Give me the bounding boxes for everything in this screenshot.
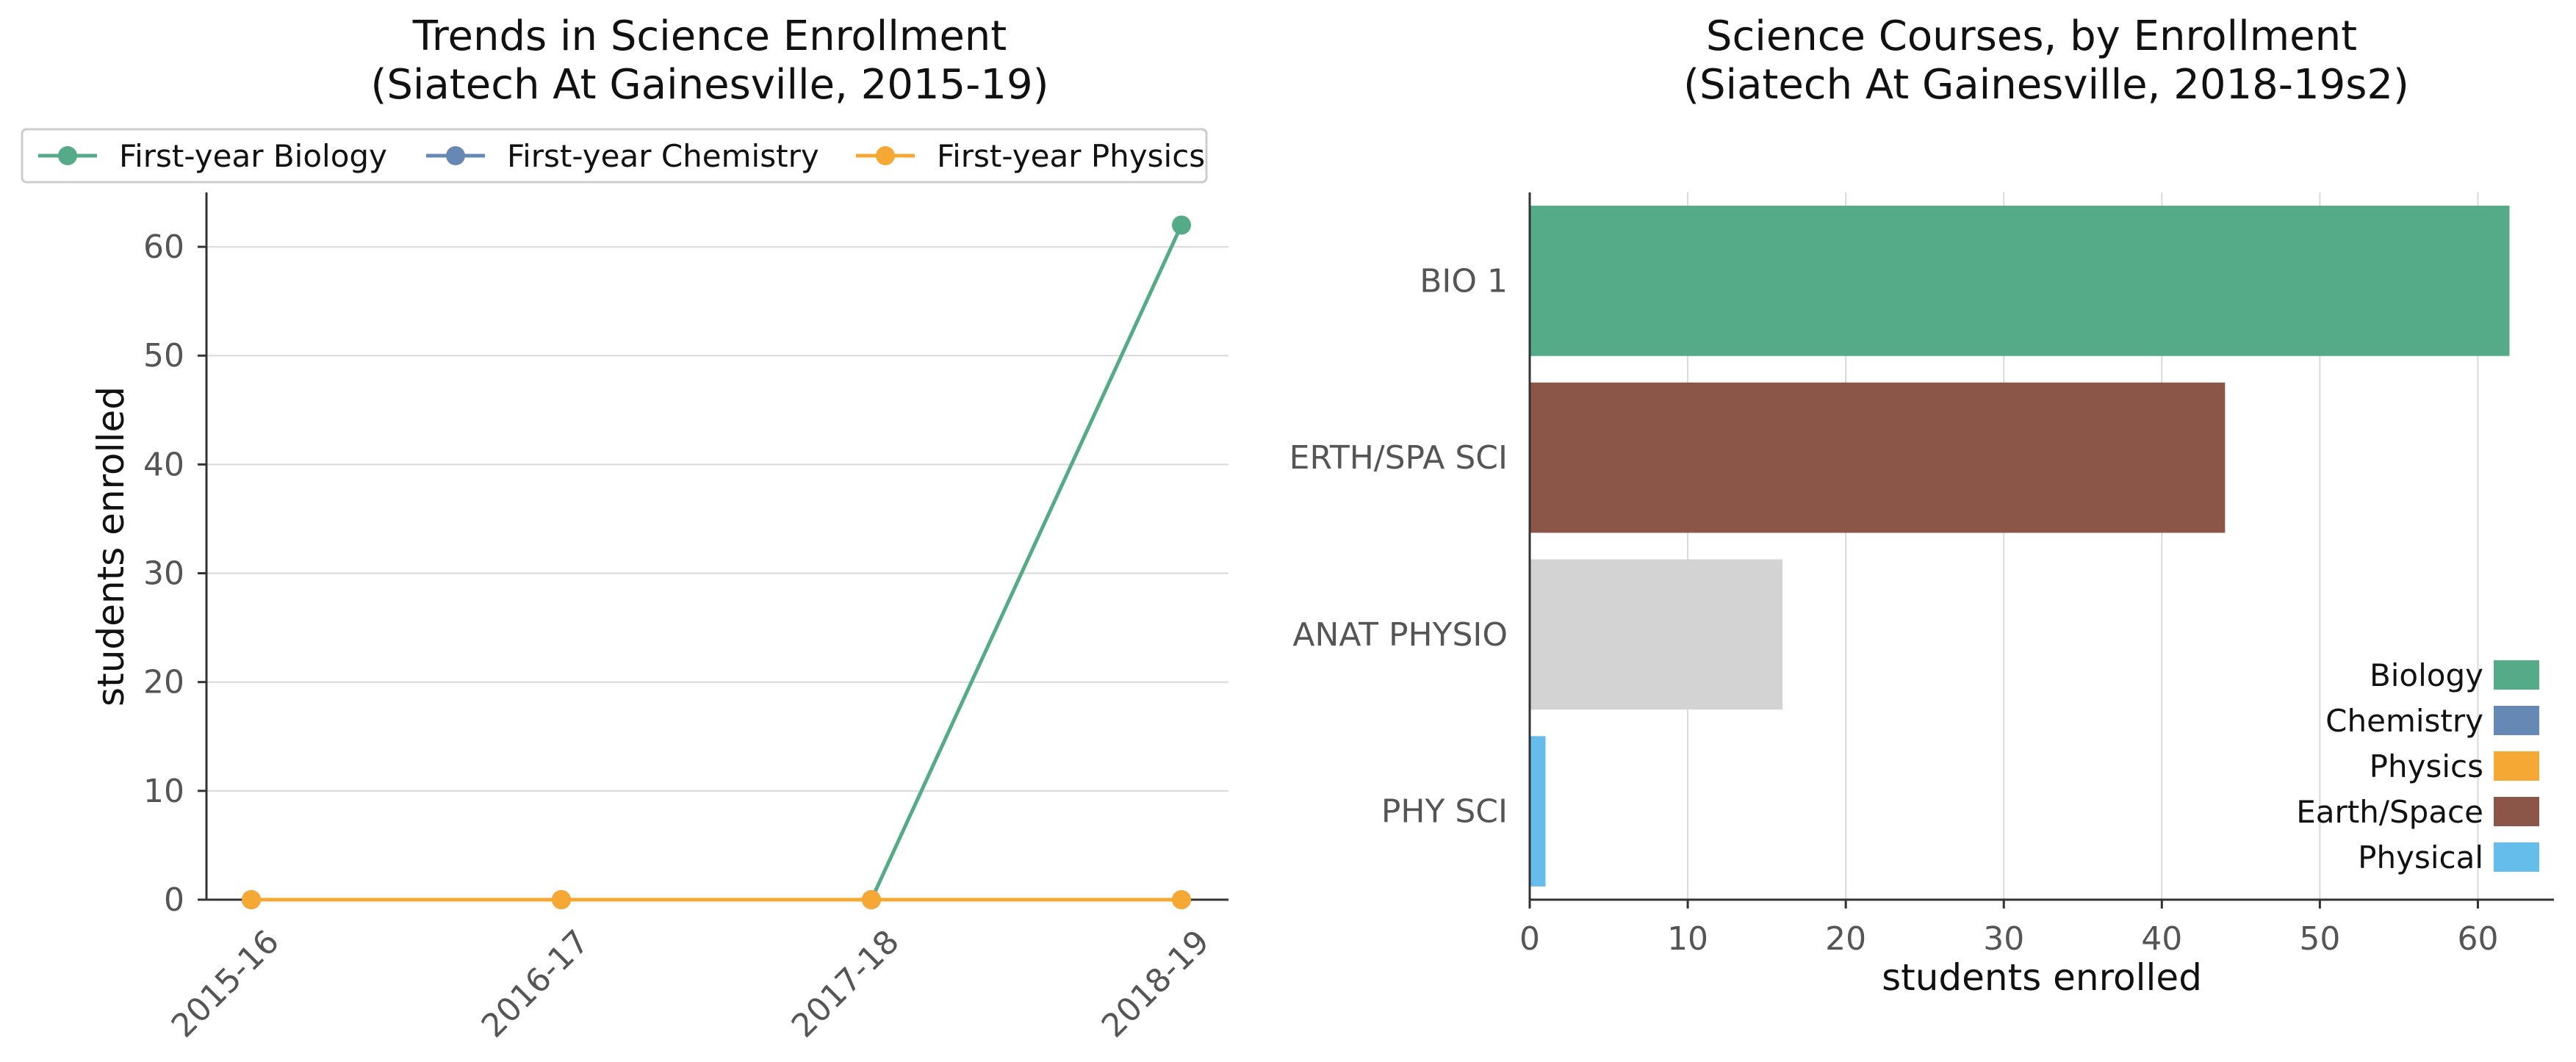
bar-chart-axes: [1528, 192, 2554, 901]
bar-chart-legend-label: Biology: [2370, 657, 2483, 693]
line-chart-y-ticks: 0 10 20 30 40 50 60: [143, 228, 206, 919]
line-chart-x-tick-label: 2017-18: [785, 923, 907, 1045]
line-chart-x-ticks: 2015-16 2016-17 2017-18 2018-19: [165, 900, 1217, 1045]
bar-chart-legend-swatch: [2494, 660, 2539, 690]
line-chart-y-tick-label: 10: [143, 773, 184, 810]
bar-chart-legend-swatch: [2494, 706, 2539, 735]
bar-chart-legend-swatch: [2494, 751, 2539, 781]
line-chart-legend-label: First-year Chemistry: [507, 138, 819, 174]
line-chart-y-axis-label: students enrolled: [90, 386, 132, 707]
bar-chart-legend-label: Earth/Space: [2296, 794, 2483, 830]
bar-chart-x-tick-label: 20: [1825, 920, 1866, 958]
bar-chart-bar: [1530, 736, 1546, 886]
bar-chart-category-label: ERTH/SPA SCI: [1289, 439, 1508, 477]
bar-chart-x-tick-label: 10: [1667, 920, 1708, 958]
bar-chart-x-axis-label: students enrolled: [1882, 956, 2202, 999]
bar-chart-legend-label: Physics: [2370, 748, 2483, 784]
line-chart-x-tick-label: 2018-19: [1095, 923, 1217, 1045]
line-chart-legend-label: First-year Biology: [119, 138, 387, 174]
bar-chart: Science Courses, by Enrollment (Siatech …: [1289, 12, 2554, 999]
line-chart-gridlines: [206, 246, 1228, 792]
line-chart-y-tick-label: 20: [143, 664, 184, 701]
bar-chart-x-tick-label: 30: [1983, 920, 2024, 958]
line-chart-data-point: [1172, 890, 1191, 909]
line-chart-y-tick-label: 60: [143, 228, 184, 266]
bar-chart-category-labels: BIO 1 ERTH/SPA SCI ANAT PHYSIO PHY SCI: [1289, 262, 1508, 830]
bar-chart-x-tick-label: 50: [2299, 920, 2340, 958]
bar-chart-bar: [1530, 559, 1783, 710]
bar-chart-category-label: BIO 1: [1420, 262, 1508, 300]
bar-chart-x-tick-label: 0: [1519, 920, 1540, 958]
line-chart-series-line: [251, 224, 1184, 902]
line-chart-legend-label: First-year Physics: [937, 138, 1205, 174]
line-chart-legend-frame: [21, 128, 1208, 184]
line-chart: Trends in Science Enrollment (Siatech At…: [21, 12, 1228, 1045]
bar-chart-legend: Biology Chemistry Physics Earth/Space Physic…: [2296, 657, 2539, 875]
bar-chart-x-ticks: 0 10 20 30 40 50 60: [1519, 900, 2498, 958]
line-chart-x-tick-label: 2015-16: [165, 923, 287, 1045]
line-chart-data-point: [862, 890, 881, 909]
bar-chart-title-line-1: Science Courses, by Enrollment: [1706, 12, 2357, 60]
line-chart-y-tick-label: 50: [143, 337, 184, 375]
bar-chart-x-tick-label: 40: [2141, 920, 2182, 958]
line-chart-legend-marker-swatch: [446, 146, 465, 165]
bar-chart-bar: [1530, 206, 2510, 356]
bar-chart-bar: [1530, 382, 2226, 533]
bar-chart-category-label: ANAT PHYSIO: [1292, 616, 1508, 654]
line-chart-legend-marker-swatch: [58, 146, 77, 165]
line-chart-data-point: [242, 890, 261, 909]
line-chart-data-point: [552, 890, 571, 909]
bar-chart-bars: [1530, 206, 2510, 886]
line-chart-x-tick-label: 2016-17: [475, 923, 597, 1045]
line-chart-legend-marker-swatch: [876, 146, 895, 165]
line-chart-y-tick-label: 30: [143, 555, 184, 593]
line-chart-title-line-1: Trends in Science Enrollment: [412, 12, 1007, 60]
bar-chart-x-tick-label: 60: [2457, 920, 2498, 958]
line-chart-axes: [205, 192, 1228, 901]
bar-chart-title-line-2: (Siatech At Gainesville, 2018-19s2): [1683, 61, 2409, 109]
bar-chart-legend-swatch: [2494, 842, 2539, 872]
bar-chart-legend-label: Physical: [2358, 839, 2483, 875]
line-chart-data-point: [1172, 215, 1191, 235]
bar-chart-legend-swatch: [2494, 797, 2539, 826]
line-chart-legend: First-year Biology First-year Chemistry Fi…: [21, 128, 1208, 184]
line-chart-y-tick-label: 0: [164, 881, 184, 919]
line-chart-y-tick-label: 40: [143, 446, 184, 483]
line-chart-title-line-2: (Siatech At Gainesville, 2015-19): [371, 61, 1049, 109]
bar-chart-category-label: PHY SCI: [1381, 793, 1508, 831]
line-chart-series: [242, 215, 1191, 909]
bar-chart-legend-label: Chemistry: [2325, 703, 2483, 739]
